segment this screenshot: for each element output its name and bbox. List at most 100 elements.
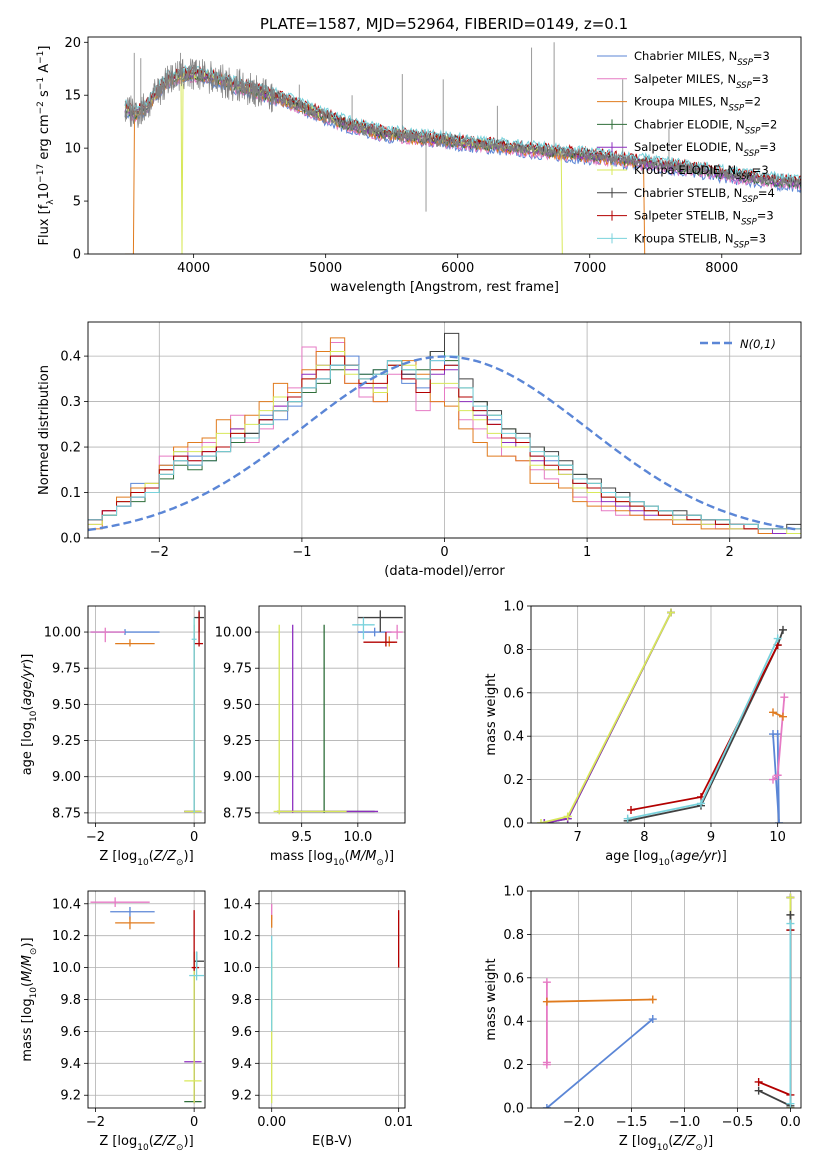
weight-point-kroupa-miles [648, 995, 657, 1004]
y-tick-label: 9.6 [231, 1025, 252, 1040]
x-tick-label: 10.0 [343, 830, 372, 845]
y-tick-label: 0.6 [503, 971, 524, 986]
age-vs-metallicity-panel: −2 0 8.75 9.00 9.25 9.50 9.75 10.00 Z [log10(Z/Z… [20, 605, 206, 868]
y-tick-label: 0.8 [503, 928, 524, 943]
y-axis-label: mass weight [484, 673, 499, 755]
legend-label-salpeter-miles: Salpeter MILES, NSSP=3 [634, 72, 769, 91]
y-tick-label: 0 [73, 248, 81, 263]
x-tick-label: 0.01 [384, 1115, 413, 1130]
weight-point-chabrier-stelib [786, 910, 795, 919]
y-tick-label: 9.8 [231, 993, 252, 1008]
histogram-kroupa-stelib [88, 355, 801, 530]
weight-line-chabrier-stelib [627, 629, 784, 822]
y-tick-label: 0.1 [60, 486, 81, 501]
y-tick-label: 8.75 [52, 806, 81, 821]
axes-frame [530, 890, 802, 1109]
legend-label-salpeter-elodie: Salpeter ELODIE, NSSP=3 [634, 140, 776, 159]
legend-label-salpeter-stelib: Salpeter STELIB, NSSP=3 [634, 209, 774, 228]
weight-line-kroupa-elodie [540, 612, 672, 823]
y-tick-label: 0.3 [60, 395, 81, 410]
x-tick-label: 5000 [309, 261, 342, 276]
errorbars [271, 903, 400, 1104]
weight-point-salpeter-elodie [540, 819, 549, 823]
weight-point-chabrier-miles [775, 819, 783, 823]
x-axis-label: mass [log10(M/M⊙)] [270, 849, 394, 868]
y-tick-label: 10.00 [44, 626, 81, 641]
axes-frame [258, 890, 406, 1109]
y-axis-label: Flux [fλ10−17 erg cm−2 s−1 A−1] [36, 46, 56, 246]
axes-frame [258, 605, 406, 824]
weight-point-kroupa-stelib [786, 1099, 795, 1108]
weight-point-kroupa-miles [542, 997, 551, 1006]
x-tick-label: −2 [86, 1115, 105, 1130]
y-tick-label: 0.4 [503, 730, 524, 745]
x-tick-label: −2 [86, 830, 105, 845]
y-tick-label: 9.6 [60, 1025, 81, 1040]
weight-point-salpeter-miles [542, 978, 551, 987]
y-tick-label: 10.2 [223, 929, 252, 944]
x-tick-label: 8000 [705, 261, 738, 276]
weight-point-salpeter-stelib [627, 805, 635, 814]
x-tick-label: 10 [769, 830, 786, 845]
x-tick-label: 8 [640, 830, 648, 845]
weight-point-kroupa-elodie [537, 819, 545, 823]
legend-label-kroupa-stelib: Kroupa STELIB, NSSP=3 [634, 231, 766, 250]
histogram-kroupa-miles [88, 337, 801, 534]
axes-frame [87, 36, 802, 255]
x-tick-label: 4000 [177, 261, 210, 276]
y-tick-label: 10.2 [52, 929, 81, 944]
weight-point-kroupa-stelib [786, 919, 795, 928]
y-tick-label: 9.00 [52, 770, 81, 785]
weight-point-salpeter-miles [769, 775, 777, 784]
weight-point-salpeter-stelib [754, 1077, 763, 1086]
y-tick-label: 10.4 [52, 897, 81, 912]
x-tick-label: 1 [583, 545, 591, 560]
y-tick-label: 9.75 [52, 662, 81, 677]
weight-point-kroupa-elodie [563, 812, 572, 821]
weight-line-salpeter-stelib [758, 930, 792, 1097]
y-axis-label: mass [log10(M/M⊙)] [20, 937, 39, 1061]
x-axis-label: Z [log10(Z/Z⊙)] [99, 849, 193, 868]
errorbars [90, 610, 205, 815]
x-tick-label: −2 [150, 545, 169, 560]
y-tick-label: 0.0 [60, 532, 81, 547]
weight-line-kroupa-miles [546, 998, 653, 1003]
legend-label-kroupa-elodie: Kroupa ELODIE, NSSP=3 [634, 163, 769, 182]
axes-frame [87, 321, 802, 539]
x-tick-label: 0 [190, 830, 198, 845]
y-tick-label: 20 [64, 36, 81, 51]
weight-point-kroupa-elodie [786, 893, 795, 902]
weight-line-chabrier-miles [546, 1018, 654, 1108]
data-spectrum-line [124, 58, 801, 188]
spectrum-lines [124, 42, 801, 254]
y-tick-label: 10.0 [52, 961, 81, 976]
age-vs-mass-panel: 9.5 10.0 8.75 9.00 9.25 9.50 9.75 10.00 mass [lo… [215, 605, 406, 868]
y-tick-label: 0.0 [503, 817, 524, 832]
y-tick-label: 9.25 [52, 734, 81, 749]
x-tick-label: 0 [190, 1115, 198, 1130]
x-axis-label: Z [log10(Z/Z⊙)] [99, 1134, 193, 1153]
y-tick-label: 10.0 [223, 961, 252, 976]
x-tick-label: 7 [574, 830, 582, 845]
y-tick-label: 15 [64, 89, 81, 104]
x-tick-label: −1.5 [616, 1115, 648, 1130]
x-axis-label: E(B-V) [312, 1134, 352, 1149]
y-tick-label: 9.2 [231, 1089, 252, 1104]
x-axis-label: Z [log10(Z/Z⊙)] [619, 1134, 713, 1153]
weight-lines [537, 608, 789, 823]
x-tick-label: 0.0 [780, 1115, 801, 1130]
y-tick-label: 9.8 [60, 993, 81, 1008]
x-tick-label: −1.0 [669, 1115, 701, 1130]
spectrum-legend: Chabrier MILES, NSSP=3 Salpeter MILES, NS… [597, 49, 777, 250]
y-tick-label: 9.75 [223, 662, 252, 677]
y-tick-label: 0.6 [503, 686, 524, 701]
y-tick-label: 9.50 [52, 698, 81, 713]
weight-vs-metallicity-panel: −2.0 −1.5 −1.0 −0.5 0.0 0.0 0.2 0.4 0.6 0.8 1.0 Z [… [484, 885, 802, 1153]
weight-point-chabrier-miles [542, 1104, 551, 1108]
y-tick-label: 0.2 [503, 773, 524, 788]
y-tick-label: 9.4 [60, 1057, 81, 1072]
residual-legend: N(0,1) [700, 337, 776, 351]
y-axis-label: mass weight [484, 958, 499, 1040]
axes-frame [87, 605, 206, 824]
y-tick-label: 9.00 [223, 770, 252, 785]
